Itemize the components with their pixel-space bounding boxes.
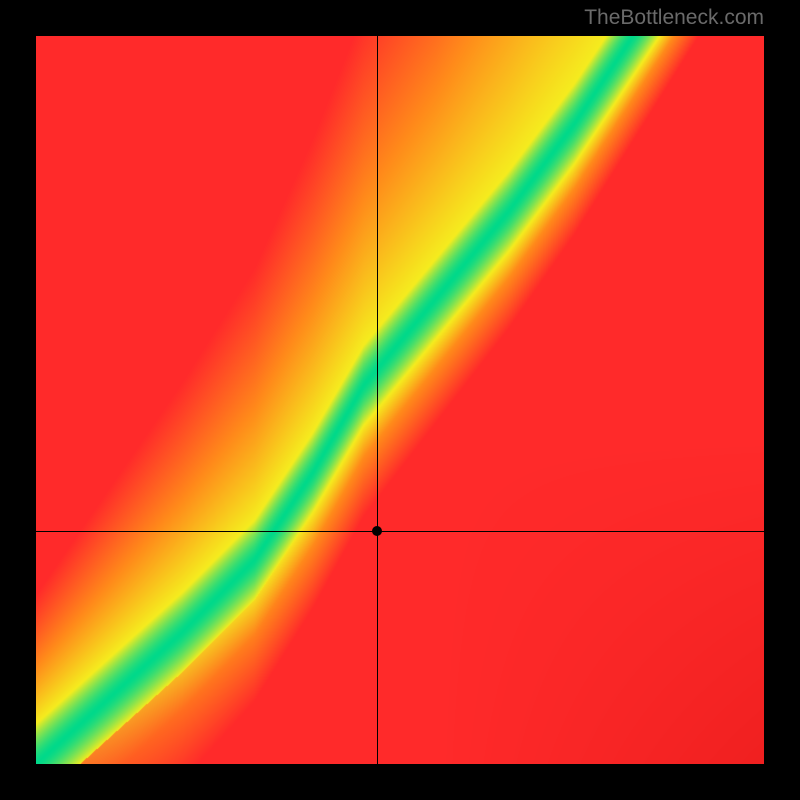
crosshair-vertical — [377, 36, 378, 764]
crosshair-horizontal — [36, 531, 764, 532]
bottleneck-heatmap — [36, 36, 764, 764]
data-point-marker — [372, 526, 382, 536]
watermark-text: TheBottleneck.com — [584, 6, 764, 30]
chart-container: TheBottleneck.com — [0, 0, 800, 800]
